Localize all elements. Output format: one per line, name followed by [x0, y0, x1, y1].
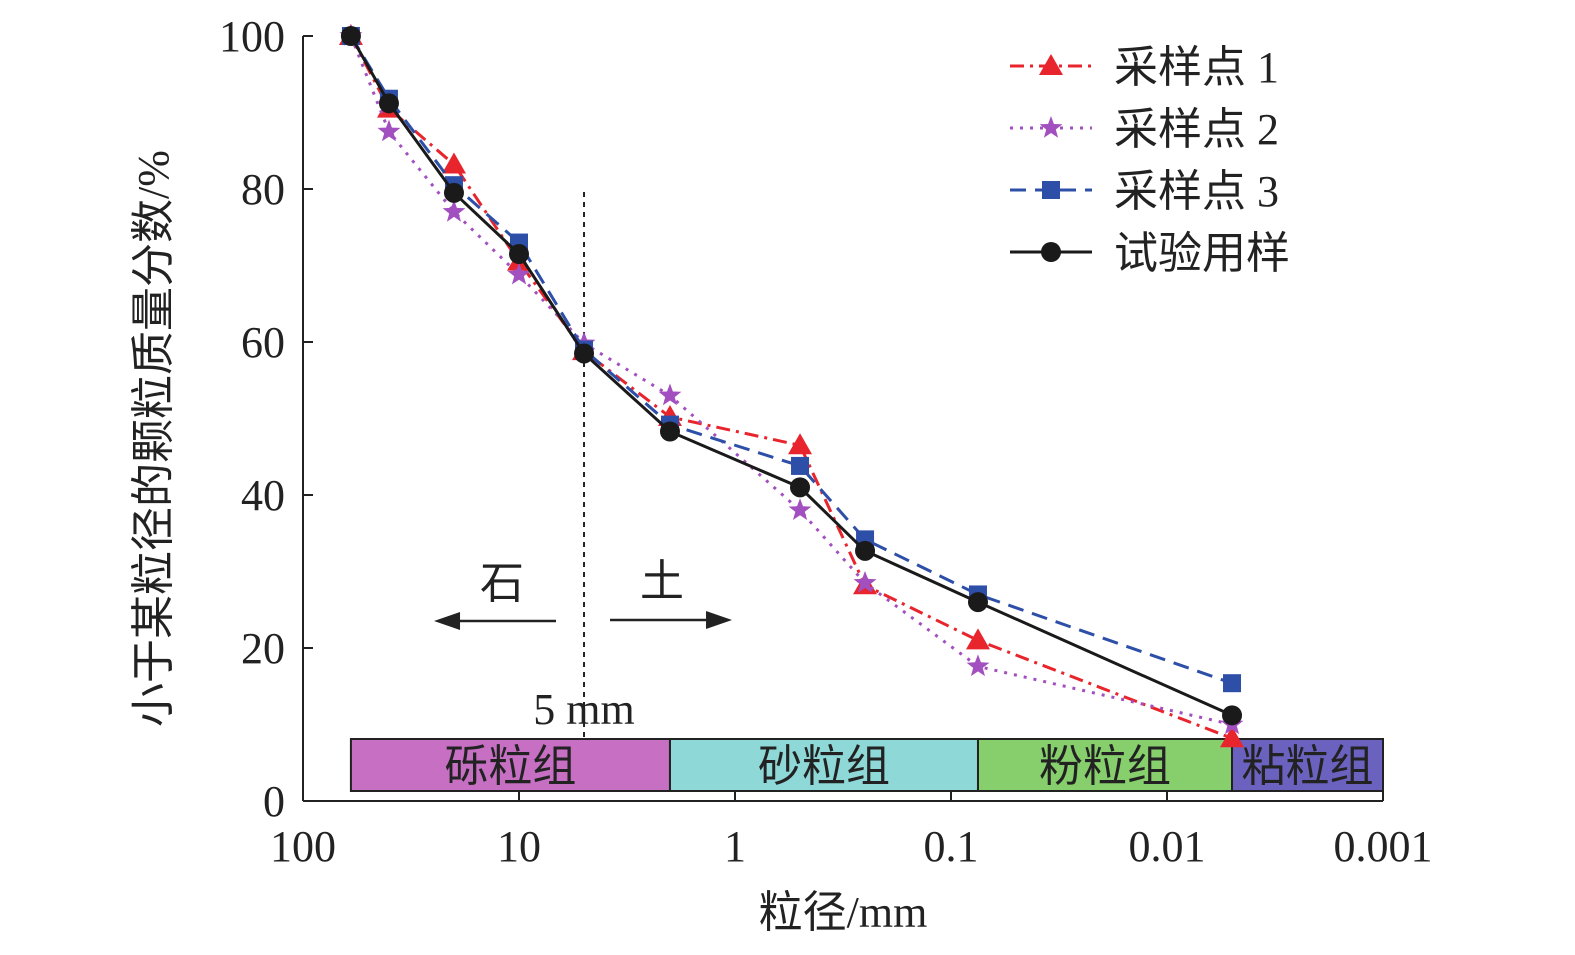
x-tick-label: 0.01: [1129, 822, 1206, 871]
legend-marker: [1041, 242, 1061, 262]
series-4-point: [574, 343, 595, 364]
series-4-point: [443, 182, 464, 203]
series-3: [341, 27, 1242, 693]
right-arrow-head: [706, 611, 733, 629]
y-tick-label: 100: [219, 12, 285, 61]
x-tick-label: 10: [497, 822, 541, 871]
series-3-point: [1223, 674, 1242, 693]
band-label-4: 粘粒组: [1242, 742, 1374, 791]
legend-marker: [1039, 54, 1063, 75]
legend-item-4: 试验用样: [1010, 229, 1290, 278]
legend-label: 试验用样: [1114, 229, 1290, 278]
series-line-2: [349, 35, 1233, 726]
legend-label: 采样点 1: [1114, 43, 1279, 92]
band-rect-4: [1231, 738, 1384, 792]
series-4-point: [659, 421, 680, 442]
series-4-point: [967, 592, 988, 613]
series-1-point: [788, 433, 813, 455]
x-tick-label: 100: [270, 822, 336, 871]
x-axis-title: 粒径/mm: [759, 888, 928, 937]
legend-marker: [1039, 116, 1063, 138]
series-2: [339, 24, 1244, 735]
y-tick-label: 20: [241, 624, 285, 673]
series-4-point: [378, 93, 399, 114]
series-4-point: [790, 477, 811, 498]
legend-item-3: 采样点 3: [1010, 167, 1279, 216]
band-label-3: 粉粒组: [1039, 742, 1171, 791]
band-label-2: 砂粒组: [758, 742, 890, 791]
series-2-point: [507, 262, 531, 285]
stone-label: 石: [480, 559, 524, 608]
series-2-point: [966, 654, 990, 677]
soil-label: 土: [640, 557, 684, 606]
series-2-point: [853, 571, 877, 593]
band-rect-2: [668, 738, 979, 792]
legend-item-2: 采样点 2: [1010, 105, 1279, 154]
y-tick-label: 60: [241, 318, 285, 367]
soil-fraction-bands: 砾粒组 砂粒组 粉粒组 粘粒组: [349, 738, 1384, 792]
y-tick-label: 80: [241, 165, 285, 214]
series-4-point: [509, 244, 529, 265]
series-2-point: [377, 119, 401, 142]
legend-item-1: 采样点 1: [1010, 43, 1279, 92]
series-4: [340, 26, 1243, 726]
legend-marker: [1042, 181, 1060, 199]
band-label-1: 砾粒组: [444, 742, 576, 791]
left-arrow-head: [434, 612, 461, 630]
series-1-point: [1220, 726, 1245, 748]
y-tick-label: 40: [241, 471, 285, 520]
band-rect-1: [349, 738, 671, 792]
legend-label: 采样点 3: [1114, 167, 1279, 216]
series: [338, 24, 1245, 748]
series-2-point: [788, 498, 812, 520]
y-tick-label: 0: [263, 777, 285, 826]
series-4-point: [340, 26, 361, 46]
x-tick-label: 0.001: [1334, 822, 1433, 871]
series-2-point: [658, 383, 682, 406]
series-2-point: [442, 199, 466, 222]
series-line-1: [349, 35, 1233, 740]
series-3-point: [791, 456, 810, 475]
divider-label: 5 mm: [533, 685, 634, 734]
axes: 0 20 40 60 80 100 100 10 1 0.1 0.01 0.001: [219, 12, 1433, 871]
series-line-4: [349, 35, 1233, 717]
series-1-point: [965, 628, 990, 650]
series-1-point: [441, 152, 466, 174]
x-tick-label: 0.1: [924, 822, 979, 871]
series-4-point: [855, 540, 876, 561]
x-tick-label: 1: [724, 822, 746, 871]
y-axis-title: 小于某粒径的颗粒质量分数/%: [129, 150, 178, 727]
legend: 采样点 1 采样点 2 采样点 3 试验用样: [1010, 43, 1290, 278]
series-4-point: [1222, 705, 1243, 726]
annotations: 5 mm 石 土: [434, 192, 733, 739]
series-line-3: [349, 35, 1233, 685]
legend-label: 采样点 2: [1114, 105, 1279, 154]
